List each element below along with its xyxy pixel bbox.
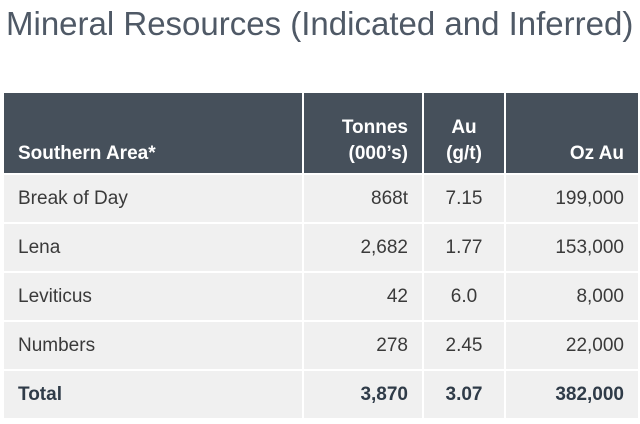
cell-tonnes: 42 — [303, 272, 424, 322]
header-au-line1: Au — [451, 117, 477, 138]
cell-oz: 153,000 — [505, 223, 638, 273]
header-tonnes: Tonnes (000’s) — [303, 93, 424, 174]
header-oz-label: Oz Au — [569, 143, 624, 164]
table-header: Southern Area* Tonnes (000’s) Au (g/t) O… — [4, 93, 638, 174]
header-au: Au (g/t) — [423, 93, 506, 174]
total-tonnes: 3,870 — [303, 370, 424, 420]
cell-au: 7.15 — [423, 173, 506, 224]
header-tonnes-line1: Tonnes — [341, 117, 408, 138]
cell-name: Leviticus — [4, 272, 304, 322]
cell-oz: 22,000 — [505, 321, 638, 371]
cell-tonnes: 278 — [303, 321, 424, 371]
cell-au: 1.77 — [423, 223, 506, 273]
cell-tonnes: 2,682 — [303, 223, 424, 273]
total-oz: 382,000 — [505, 370, 638, 420]
table-body: Break of Day 868t 7.15 199,000 Lena 2,68… — [4, 173, 638, 420]
table-row: Leviticus 42 6.0 8,000 — [4, 272, 638, 322]
cell-name: Lena — [4, 223, 304, 273]
table-header-row: Southern Area* Tonnes (000’s) Au (g/t) O… — [4, 93, 638, 174]
header-area-label: Southern Area* — [18, 143, 156, 164]
header-au-line2: (g/t) — [446, 143, 482, 164]
table-row: Break of Day 868t 7.15 199,000 — [4, 173, 638, 224]
header-tonnes-line2: (000’s) — [348, 143, 409, 164]
cell-au: 2.45 — [423, 321, 506, 371]
cell-name: Break of Day — [4, 173, 304, 224]
total-label: Total — [4, 370, 304, 420]
resources-table-wrap: Southern Area* Tonnes (000’s) Au (g/t) O… — [4, 93, 638, 420]
cell-oz: 8,000 — [505, 272, 638, 322]
page-title: Mineral Resources (Indicated and Inferre… — [6, 5, 634, 42]
table-row: Lena 2,682 1.77 153,000 — [4, 223, 638, 273]
total-au: 3.07 — [423, 370, 506, 420]
cell-oz: 199,000 — [505, 173, 638, 224]
cell-name: Numbers — [4, 321, 304, 371]
header-area: Southern Area* — [4, 93, 304, 174]
resources-table: Southern Area* Tonnes (000’s) Au (g/t) O… — [4, 93, 638, 420]
header-oz: Oz Au — [505, 93, 638, 174]
cell-tonnes: 868t — [303, 173, 424, 224]
cell-au: 6.0 — [423, 272, 506, 322]
table-row: Numbers 278 2.45 22,000 — [4, 321, 638, 371]
total-row: Total 3,870 3.07 382,000 — [4, 370, 638, 420]
